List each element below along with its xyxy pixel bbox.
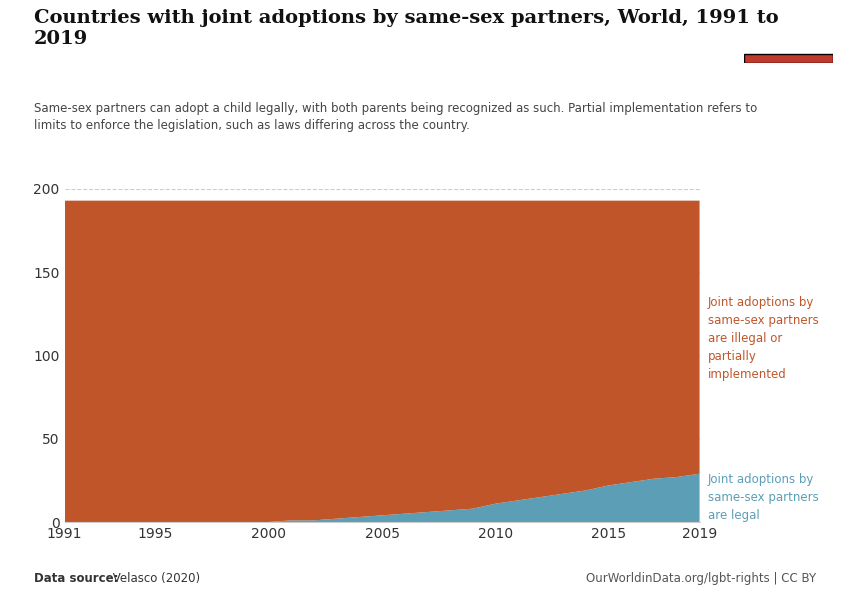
- Text: OurWorldinData.org/lgbt-rights | CC BY: OurWorldinData.org/lgbt-rights | CC BY: [586, 572, 816, 585]
- Text: Joint adoptions by
same-sex partners
are illegal or
partially
implemented: Joint adoptions by same-sex partners are…: [708, 296, 819, 382]
- Text: Countries with joint adoptions by same-sex partners, World, 1991 to
2019: Countries with joint adoptions by same-s…: [34, 9, 779, 49]
- FancyBboxPatch shape: [744, 54, 833, 63]
- Text: in Data: in Data: [767, 37, 809, 47]
- Text: Velasco (2020): Velasco (2020): [109, 572, 200, 585]
- Text: Our World: Our World: [758, 22, 818, 32]
- Text: Joint adoptions by
same-sex partners
are legal: Joint adoptions by same-sex partners are…: [708, 473, 819, 521]
- Text: Data source:: Data source:: [34, 572, 118, 585]
- Text: Same-sex partners can adopt a child legally, with both parents being recognized : Same-sex partners can adopt a child lega…: [34, 102, 757, 133]
